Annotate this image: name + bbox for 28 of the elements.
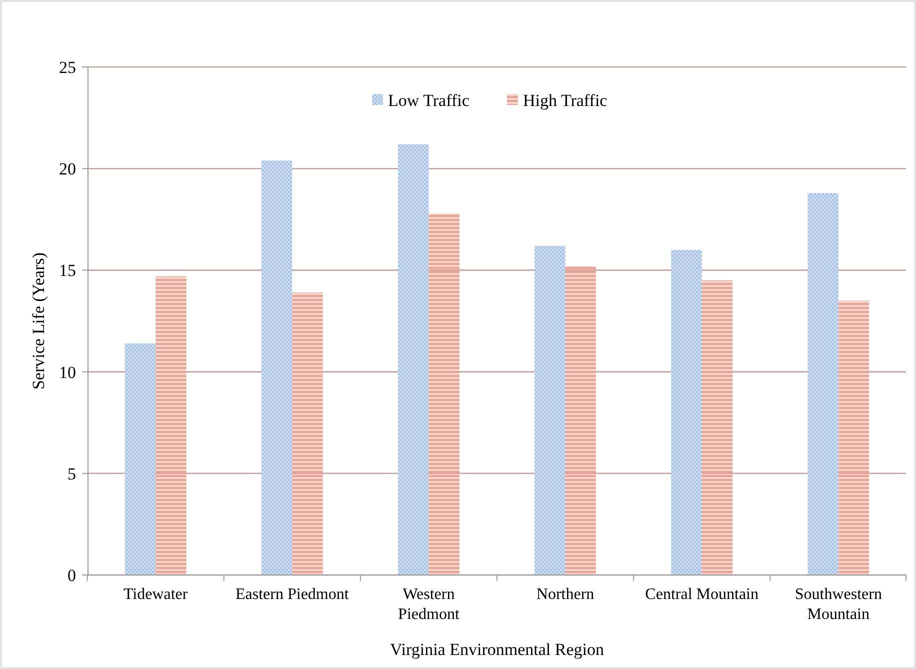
bar — [808, 192, 838, 575]
x-tick-label: Central Mountain — [645, 586, 758, 603]
bar — [292, 292, 323, 575]
y-tick-label: 20 — [59, 160, 76, 179]
x-tick-label: Southwestern Mountain — [794, 586, 882, 623]
bar — [838, 300, 870, 575]
bar — [398, 144, 429, 575]
bar — [534, 246, 566, 575]
y-tick-label: 5 — [68, 464, 76, 484]
x-axis-title: Virginia Environmental Region — [390, 640, 604, 659]
y-tick-label: 15 — [59, 261, 76, 280]
y-tick-label: 25 — [59, 58, 76, 77]
bar — [671, 250, 702, 575]
bar — [428, 213, 460, 575]
bar — [124, 343, 156, 575]
bar — [156, 276, 186, 575]
y-axis-title: Service Life (Years) — [29, 252, 48, 390]
bar — [261, 160, 292, 575]
bar — [702, 280, 733, 575]
y-tick-label: 0 — [68, 566, 76, 585]
bar — [565, 266, 596, 575]
x-tick-label: Northern — [536, 586, 594, 603]
x-tick-label: Eastern Piedmont — [236, 586, 350, 603]
legend-label: Low Traffic — [388, 90, 470, 110]
x-tick-label: Western Piedmont — [398, 586, 460, 623]
x-tick-label: Tidewater — [123, 586, 188, 603]
y-tick-label: 10 — [59, 362, 76, 382]
legend-label: High Traffic — [523, 90, 608, 110]
